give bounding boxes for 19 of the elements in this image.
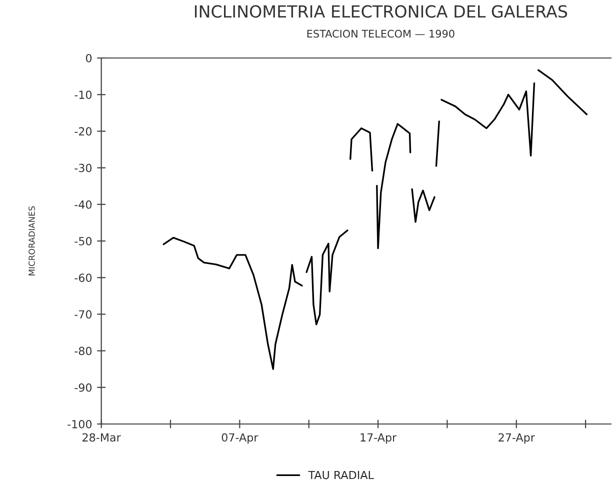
y-tick-label: -50 xyxy=(74,236,92,246)
y-tick-label: 0 xyxy=(86,54,92,62)
y-axis-title: MICRORADIANES xyxy=(28,206,35,276)
x-tick-label: 07-Apr xyxy=(222,433,258,444)
x-tick-label: 27-Apr xyxy=(498,433,535,444)
x-tick-label: 28-Mar xyxy=(82,433,121,442)
x-tick-label: 17-Apr xyxy=(360,433,397,444)
chart-subtitle: ESTACION TELECOM — 1990 xyxy=(307,30,454,38)
y-tick-label: -100 xyxy=(68,420,92,428)
y-tick-label: -80 xyxy=(74,346,92,356)
legend-label: TAU RADIAL xyxy=(308,470,374,480)
y-tick-label: -10 xyxy=(74,90,92,99)
y-tick-label: -30 xyxy=(74,164,92,172)
y-tick-label: -90 xyxy=(74,383,92,392)
y-tick-label: -70 xyxy=(74,310,92,319)
y-tick-label: -40 xyxy=(74,200,92,209)
y-tick-label: -20 xyxy=(74,127,92,136)
chart-title: INCLINOMETRIA ELECTRONICA DEL GALERAS xyxy=(194,5,568,18)
y-tick-label: -60 xyxy=(74,274,92,282)
